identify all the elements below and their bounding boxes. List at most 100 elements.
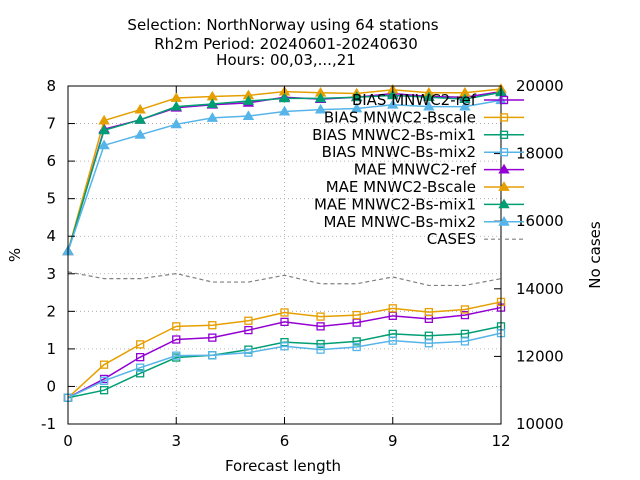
y-tick-label: 2	[46, 302, 56, 320]
data-point	[314, 103, 327, 114]
series-8	[67, 271, 502, 287]
title-line-1: Selection: NorthNorway using 64 stations	[127, 16, 438, 34]
legend-label: MAE MNWC-Bs-mix2	[323, 213, 476, 231]
series-line	[67, 306, 502, 399]
data-point	[316, 345, 325, 354]
y2-tick-label: 18000	[516, 145, 564, 163]
legend-entry: BIAS MNWC2-Bs-mix1	[312, 126, 524, 144]
data-point	[316, 339, 325, 349]
legend-marker	[498, 181, 510, 191]
y-tick-label: 3	[46, 265, 56, 283]
data-point	[244, 325, 253, 335]
data-point	[460, 310, 470, 320]
data-point	[280, 317, 289, 326]
data-point	[172, 335, 181, 344]
data-point	[99, 386, 109, 395]
y-tick-label: 1	[46, 340, 56, 358]
data-point	[98, 124, 110, 135]
data-point	[136, 369, 145, 378]
y-tick-label: 7	[46, 115, 56, 133]
data-point	[172, 322, 181, 331]
legend-label: BIAS MNWC2-Bscale	[324, 108, 476, 126]
data-point	[314, 92, 327, 103]
y-tick-label: -1	[41, 415, 56, 433]
data-point	[206, 98, 219, 108]
series-line	[67, 271, 502, 287]
data-point	[350, 102, 363, 113]
data-point	[136, 340, 145, 349]
data-point	[244, 348, 253, 357]
data-point	[242, 95, 255, 105]
data-point	[244, 316, 253, 325]
data-point	[423, 91, 435, 102]
data-point	[424, 339, 433, 348]
legend-label: MAE MNWC2-ref	[354, 161, 477, 179]
legend-label: MAE MNWC2-Bs-mix1	[314, 195, 476, 213]
legend-label: MAE MNWC2-Bscale	[326, 178, 476, 196]
x-tick-label: 9	[388, 432, 398, 450]
legend-marker	[499, 113, 509, 122]
y-tick-label: 5	[46, 190, 56, 208]
data-point	[99, 360, 109, 369]
data-point	[352, 342, 361, 352]
legend-entry: MAE MNWC2-ref	[354, 161, 524, 179]
data-point	[316, 322, 325, 331]
series-1	[63, 297, 506, 402]
data-point	[387, 89, 399, 100]
data-point	[134, 103, 146, 114]
data-point	[170, 118, 182, 129]
series-line	[67, 301, 502, 399]
data-point	[278, 105, 291, 116]
y-tick-label: 8	[46, 77, 56, 95]
data-point	[172, 351, 181, 360]
legend-marker	[498, 216, 510, 226]
y-tick-label: 6	[46, 152, 56, 170]
y2-axis-label: No cases	[586, 221, 604, 289]
data-point	[423, 100, 435, 111]
data-point	[424, 307, 433, 317]
legend-entry: BIAS MNWC2-ref	[352, 91, 524, 109]
data-point	[316, 312, 325, 321]
y2-tick-label: 10000	[516, 415, 564, 433]
series-3	[63, 328, 506, 402]
legend-entry: MAE MNWC2-Bs-mix1	[314, 195, 524, 213]
legend-marker	[498, 198, 510, 209]
data-point	[208, 351, 217, 360]
data-point	[278, 92, 291, 103]
x-tick-label: 12	[491, 432, 510, 450]
data-point	[134, 129, 146, 139]
data-point	[387, 98, 399, 109]
title-line-3: Hours: 00,03,...,21	[216, 51, 356, 69]
x-tick-label: 0	[63, 432, 73, 450]
y-axis-label: %	[6, 248, 24, 262]
series-7	[62, 94, 507, 256]
y2-tick-label: 16000	[516, 212, 564, 230]
plot-series	[62, 83, 507, 402]
data-point	[352, 310, 361, 320]
x-tick-label: 3	[171, 432, 181, 450]
legend-marker	[499, 148, 509, 157]
title-line-2: Rh2m Period: 20240601-20240630	[154, 35, 418, 53]
data-point	[134, 114, 146, 124]
legend-label: CASES	[427, 230, 476, 248]
data-point	[350, 91, 363, 102]
legend-label: BIAS MNWC-Bs-mix2	[322, 143, 476, 161]
legend-entry: CASES	[427, 230, 524, 248]
legend-entry: MAE MNWC2-Bscale	[326, 178, 524, 196]
data-point	[388, 304, 397, 313]
legend-label: BIAS MNWC2-Bs-mix1	[312, 126, 476, 144]
data-point	[460, 305, 470, 314]
data-point	[280, 308, 289, 317]
legend-entry: BIAS MNWC-Bs-mix2	[322, 143, 524, 161]
data-point	[206, 112, 219, 122]
legend-label: BIAS MNWC2-ref	[352, 91, 477, 109]
data-point	[136, 363, 145, 372]
data-point	[280, 342, 289, 351]
y2-tick-label: 14000	[516, 280, 564, 298]
y-tick-label: 4	[46, 227, 56, 245]
data-point	[242, 110, 255, 120]
data-point	[136, 353, 145, 362]
data-point	[459, 100, 471, 111]
